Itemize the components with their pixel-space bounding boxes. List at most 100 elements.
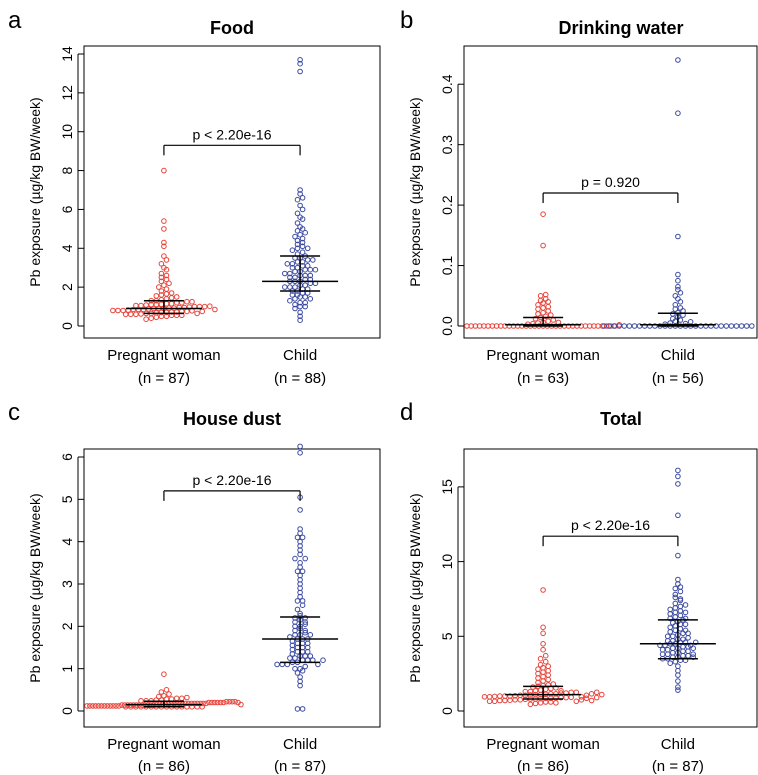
data-point: [294, 220, 301, 226]
data-point: [545, 308, 552, 314]
data-point: [116, 703, 122, 709]
data-point: [289, 651, 296, 657]
category-label: Pregnant woman: [107, 347, 220, 364]
data-point: [297, 317, 303, 324]
y-tick-label: 0.0: [439, 316, 455, 336]
y-tick-label: 14: [59, 46, 75, 62]
data-point: [537, 661, 544, 668]
data-point: [537, 655, 544, 662]
data-point: [299, 226, 306, 232]
data-point: [161, 239, 167, 246]
category-label: Child: [661, 347, 695, 364]
data-point: [304, 648, 311, 655]
data-point: [92, 703, 99, 709]
data-point: [542, 652, 549, 659]
data-point: [161, 671, 167, 678]
data-point: [675, 296, 681, 302]
data-point: [540, 630, 546, 637]
data-point: [675, 576, 681, 583]
data-point: [749, 323, 755, 329]
data-point: [677, 626, 684, 632]
data-point: [578, 694, 585, 700]
data-point: [297, 60, 303, 67]
data-point: [682, 621, 689, 628]
data-point: [532, 688, 539, 694]
data-point: [184, 298, 190, 305]
data-point: [163, 286, 170, 292]
data-point: [122, 311, 129, 318]
y-tick-label: 0.4: [439, 74, 455, 94]
category-label: Pregnant woman: [107, 736, 220, 753]
data-point: [662, 642, 668, 649]
data-point: [664, 646, 671, 653]
data-point: [667, 611, 674, 617]
data-point: [548, 691, 554, 697]
data-point: [143, 302, 149, 308]
data-point: [667, 624, 674, 631]
data-point: [297, 202, 303, 209]
data-point: [297, 530, 303, 537]
data-point: [672, 600, 679, 607]
n-label: (n = 88): [274, 370, 326, 387]
data-point: [682, 639, 689, 646]
data-point: [184, 308, 190, 315]
data-point: [675, 663, 681, 670]
data-point: [677, 584, 684, 590]
data-point: [532, 315, 539, 322]
data-point: [297, 507, 303, 513]
data-point: [685, 635, 691, 641]
data-point: [299, 206, 306, 213]
data-point: [512, 697, 518, 703]
data-point: [161, 167, 167, 174]
data-point: [140, 306, 147, 313]
data-point: [189, 298, 195, 305]
data-point: [302, 619, 309, 625]
data-point: [675, 271, 681, 278]
data-point: [158, 261, 165, 267]
data-point: [677, 290, 684, 296]
data-point: [540, 624, 546, 631]
data-point: [184, 694, 190, 701]
y-tick-label: 0: [59, 322, 75, 330]
panel-c: c House dust Pb exposure (µg/kg BW/week) 0 1…: [8, 399, 381, 775]
data-point: [680, 636, 686, 643]
data-point: [133, 311, 139, 318]
data-point: [680, 630, 686, 637]
y-tick-label: 10: [439, 554, 455, 570]
data-point: [179, 695, 185, 702]
data-point: [672, 627, 679, 634]
data-point: [297, 57, 303, 63]
n-label: (n = 56): [652, 370, 704, 387]
data-point: [675, 678, 681, 684]
data-point: [545, 663, 552, 670]
data-point: [743, 323, 750, 329]
data-point: [274, 661, 280, 668]
data-point: [532, 700, 539, 707]
data-point: [540, 646, 546, 653]
n-label: (n = 87): [652, 758, 704, 775]
data-point: [115, 307, 121, 314]
data-point: [209, 699, 215, 706]
data-point: [583, 692, 590, 699]
data-point: [307, 272, 314, 279]
category-label: Child: [661, 736, 695, 753]
data-point: [664, 651, 671, 658]
data-point: [299, 195, 306, 201]
data-point: [537, 687, 544, 693]
panel-letter: c: [8, 399, 20, 426]
plot-frame: [463, 45, 758, 339]
panel-letter: a: [8, 7, 22, 34]
data-point: [168, 295, 175, 301]
data-point: [292, 555, 298, 562]
data-point: [135, 306, 142, 313]
data-point: [161, 253, 167, 259]
y-tick-label: 0.2: [439, 195, 455, 215]
plot-frame: [83, 448, 381, 728]
data-point: [481, 694, 488, 700]
data-point: [229, 698, 235, 705]
data-point: [530, 684, 536, 690]
data-point: [680, 652, 686, 659]
data-point: [659, 651, 666, 658]
data-point: [297, 231, 303, 238]
y-tick-label: 6: [59, 453, 75, 461]
